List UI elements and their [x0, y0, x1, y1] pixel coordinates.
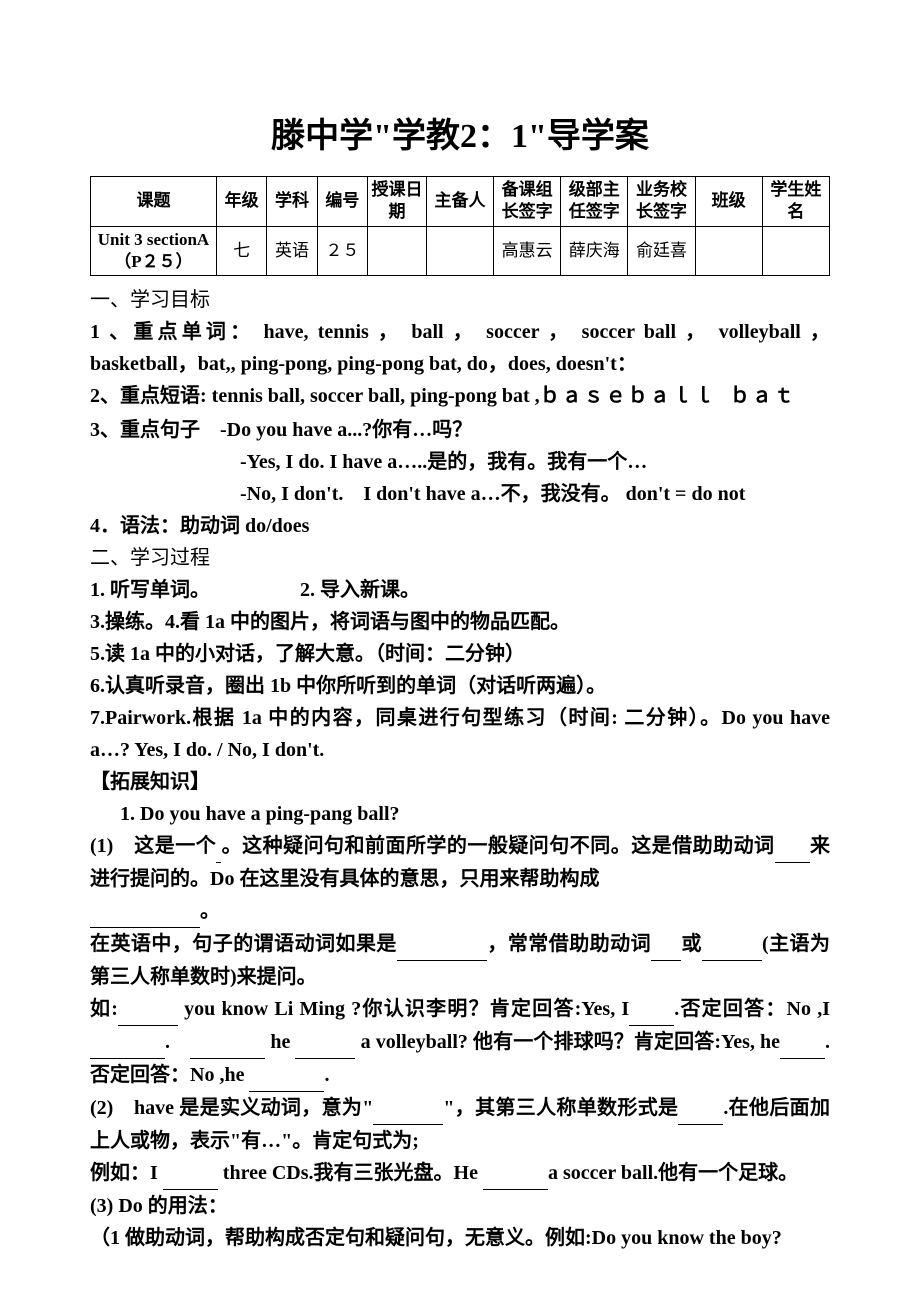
- step-5: 5.读 1a 中的小对话，了解大意。（时间：二分钟）: [90, 638, 830, 670]
- phrases-label: 2、重点短语: tennis ball, soccer ball, ping-p…: [90, 385, 540, 407]
- q1-part3: 如: you know Li Ming ?你认识李明？肯定回答:Yes, I .…: [90, 993, 830, 1092]
- td-sign3: 俞廷喜: [628, 226, 695, 275]
- q3-title: (3) Do 的用法：: [90, 1190, 830, 1222]
- section2-title: 二、学习过程: [90, 542, 830, 574]
- blank-9[interactable]: [90, 1026, 165, 1059]
- th-class: 班级: [695, 177, 762, 226]
- q1-3b: you know Li Ming ?你认识李明？肯定回答:Yes, I: [178, 998, 629, 1020]
- q1-2b: ，常常借助助动词: [487, 933, 651, 955]
- td-subject: 英语: [267, 226, 317, 275]
- blank-11[interactable]: [295, 1026, 355, 1059]
- td-number: ２５: [317, 226, 367, 275]
- th-student: 学生姓名: [762, 177, 829, 226]
- q1-3a: 如:: [90, 998, 118, 1020]
- sentence-line-3: -No, I don't. I don't have a…不，我没有。 don'…: [90, 478, 830, 510]
- blank-13[interactable]: [249, 1059, 324, 1092]
- q1-3h: .: [324, 1064, 329, 1086]
- th-grade: 年级: [216, 177, 266, 226]
- th-number: 编号: [317, 177, 367, 226]
- td-sign1: 高惠云: [494, 226, 561, 275]
- q1-2c: 或: [681, 933, 702, 955]
- q2-2c: a soccer ball.他有一个足球。: [548, 1162, 798, 1184]
- section1-title: 一、学习目标: [90, 284, 830, 316]
- phrases-line: 2、重点短语: tennis ball, soccer ball, ping-p…: [90, 380, 830, 414]
- td-student: [762, 226, 829, 275]
- page-title: 滕中学"学教2：1"导学案: [90, 110, 830, 164]
- th-sign2: 级部主任签字: [561, 177, 628, 226]
- q2-part2: 例如：I three CDs.我有三张光盘。He a soccer ball.他…: [90, 1157, 830, 1190]
- th-topic: 课题: [91, 177, 217, 226]
- q1-3c: .否定回答：No ,I: [674, 998, 830, 1020]
- question-1: 1. Do you have a ping-pang ball?: [90, 798, 830, 830]
- q1-3e: he: [265, 1031, 295, 1053]
- table-header-row: 课题 年级 学科 编号 授课日期 主备人 备课组长签字 级部主任签字 业务校长签…: [91, 177, 830, 226]
- q1-3f: a volleyball? 他有一个排球吗？肯定回答:Yes, he: [355, 1031, 780, 1053]
- blank-6[interactable]: [702, 928, 762, 961]
- phrases-extra: ｂａｓｅｂａｌｌ ｂａｔ: [540, 386, 796, 409]
- th-sign3: 业务校长签字: [628, 177, 695, 226]
- table-data-row: Unit 3 sectionA（P２５） 七 英语 ２５ 高惠云 薛庆海 俞廷喜: [91, 226, 830, 275]
- q1-part1-end: 。: [90, 895, 830, 928]
- vocab-label: 1 、重点单词：: [90, 321, 254, 343]
- th-date: 授课日期: [368, 177, 427, 226]
- q2-2a: 例如：I: [90, 1162, 163, 1184]
- blank-4[interactable]: [397, 928, 487, 961]
- info-table: 课题 年级 学科 编号 授课日期 主备人 备课组长签字 级部主任签字 业务校长签…: [90, 176, 830, 275]
- sentence-line-2: -Yes, I do. I have a…..是的，我有。我有一个…: [90, 446, 830, 478]
- q1-1b: 。这种疑问句和前面所学的一般疑问句不同。这是借助助动词: [221, 835, 774, 857]
- td-date: [368, 226, 427, 275]
- th-subject: 学科: [267, 177, 317, 226]
- q2-1a: (2) have 是是实义动词，意为": [90, 1097, 373, 1119]
- blank-2[interactable]: [775, 830, 810, 863]
- blank-8[interactable]: [629, 993, 674, 1026]
- step-1-2: 1. 听写单词。 2. 导入新课。: [90, 574, 830, 606]
- blank-14[interactable]: [373, 1092, 443, 1125]
- blank-17[interactable]: [483, 1157, 548, 1190]
- q2-2b: three CDs.我有三张光盘。He: [218, 1162, 483, 1184]
- blank-16[interactable]: [163, 1157, 218, 1190]
- q1-part2: 在英语中，句子的谓语动词如果是 ，常常借助助动词 或 (主语为第三人称单数时)来…: [90, 928, 830, 993]
- q1-1d: 。: [200, 900, 220, 922]
- q1-2a: 在英语中，句子的谓语动词如果是: [90, 933, 397, 955]
- blank-7[interactable]: [118, 993, 178, 1026]
- q1-part1: (1) 这是一个 。这种疑问句和前面所学的一般疑问句不同。这是借助助动词 来进行…: [90, 830, 830, 895]
- blank-10[interactable]: [190, 1026, 265, 1059]
- td-class: [695, 226, 762, 275]
- th-sign1: 备课组长签字: [494, 177, 561, 226]
- td-preparer: [426, 226, 493, 275]
- vocab-line: 1 、重点单词： have, tennis ， ball ， soccer ， …: [90, 316, 830, 380]
- blank-15[interactable]: [678, 1092, 723, 1125]
- td-topic: Unit 3 sectionA（P２５）: [91, 226, 217, 275]
- td-sign2: 薛庆海: [561, 226, 628, 275]
- blank-3[interactable]: [90, 895, 200, 928]
- q1-3d: .: [165, 1031, 190, 1053]
- th-preparer: 主备人: [426, 177, 493, 226]
- q2-1b: "，其第三人称单数形式是: [443, 1097, 678, 1119]
- q3-line1: （1 做助动词，帮助构成否定句和疑问句，无意义。例如:Do you know t…: [90, 1222, 830, 1254]
- sentence-line-1: 3、重点句子 -Do you have a...?你有…吗？: [90, 414, 830, 446]
- content-body: 一、学习目标 1 、重点单词： have, tennis ， ball ， so…: [90, 284, 830, 1254]
- step-6: 6.认真听录音，圈出 1b 中你所听到的单词（对话听两遍）。: [90, 670, 830, 702]
- tuozhan-title: 【拓展知识】: [90, 766, 830, 798]
- step-3-4: 3.操练。4.看 1a 中的图片，将词语与图中的物品匹配。: [90, 606, 830, 638]
- q1-1a: (1) 这是一个: [90, 835, 216, 857]
- blank-12[interactable]: [780, 1026, 825, 1059]
- q2-part1: (2) have 是是实义动词，意为" "，其第三人称单数形式是 .在他后面加上…: [90, 1092, 830, 1157]
- td-grade: 七: [216, 226, 266, 275]
- step-7: 7.Pairwork.根据 1a 中的内容，同桌进行句型练习（时间: 二分钟）。…: [90, 702, 830, 766]
- blank-5[interactable]: [651, 928, 681, 961]
- grammar-line: 4．语法：助动词 do/does: [90, 510, 830, 542]
